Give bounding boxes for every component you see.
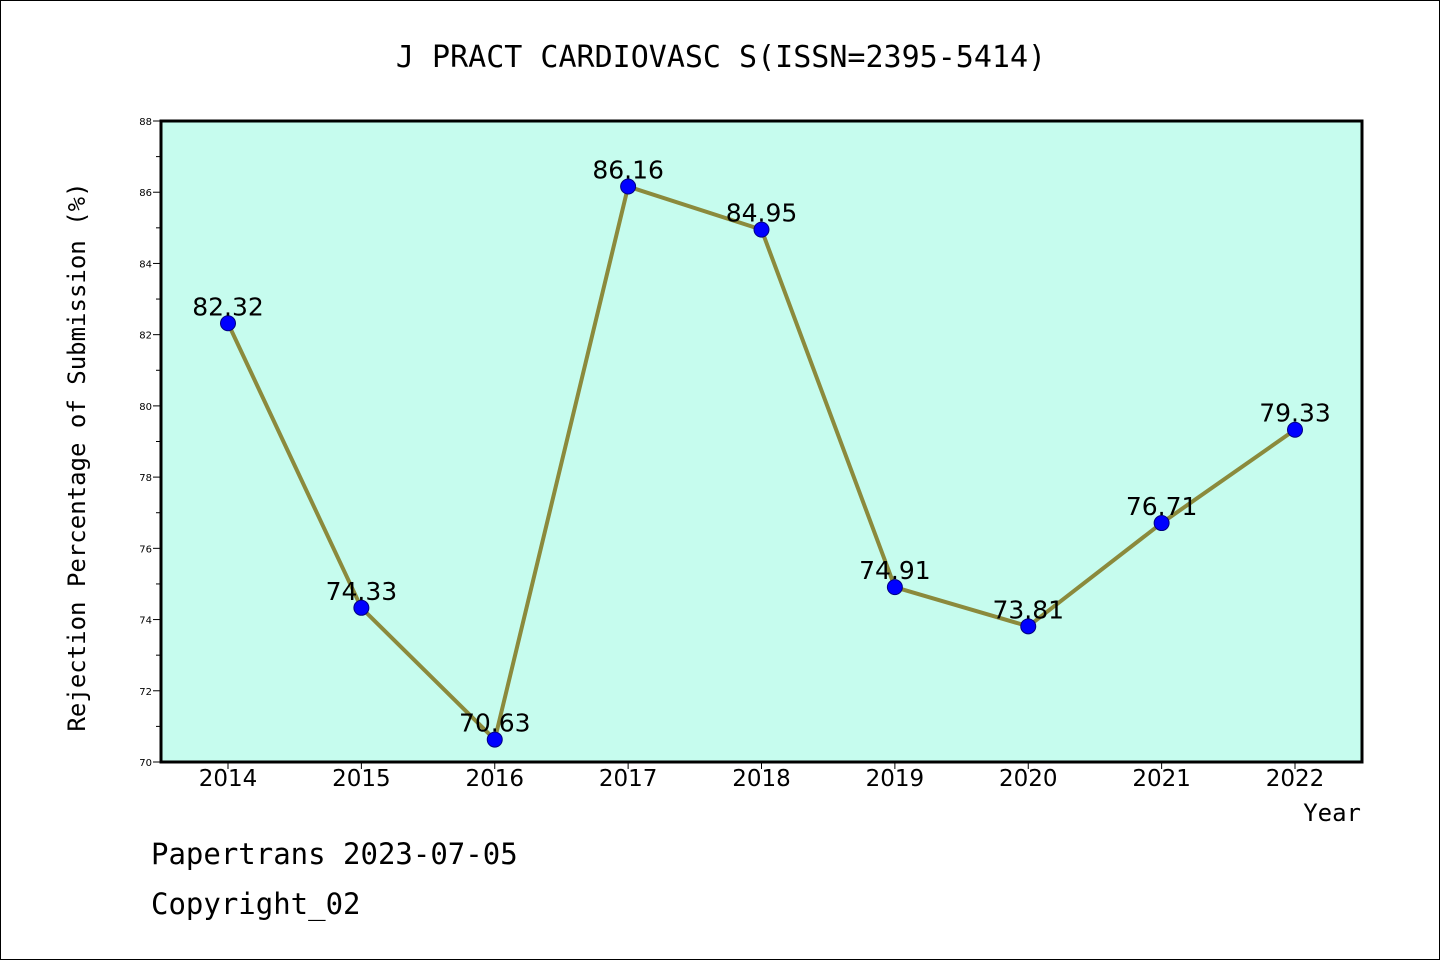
data-point	[486, 731, 503, 748]
x-tick-label: 2015	[332, 766, 391, 792]
x-tick-label: 2017	[599, 766, 658, 792]
y-tick-label: 84	[139, 259, 152, 270]
data-label: 86.16	[592, 156, 664, 185]
y-tick-label: 76	[139, 544, 152, 555]
data-point	[1287, 421, 1303, 438]
y-tick-label: 72	[139, 687, 152, 698]
x-tick-label: 2020	[999, 766, 1058, 792]
data-point	[1020, 618, 1037, 635]
x-axis: 2014 2015 2016 2017 2018 2019 2020 2021 2022	[199, 762, 1325, 792]
data-point	[620, 178, 637, 195]
y-tick-label: 86	[139, 188, 152, 199]
y-tick-label: 80	[139, 402, 152, 413]
x-tick-label: 2019	[866, 766, 925, 792]
y-tick-label: 78	[139, 473, 152, 484]
data-label: 84.95	[726, 199, 798, 228]
data-point	[886, 579, 903, 596]
data-label: 70.63	[459, 709, 531, 738]
y-axis: 70 72 74 76 78 80 82 84 86 88	[139, 117, 161, 769]
footer-copyright: Copyright_02	[151, 887, 361, 921]
data-label: 74.33	[326, 577, 398, 606]
data-point	[220, 315, 236, 332]
data-label: 79.33	[1259, 399, 1331, 428]
data-label: 74.91	[859, 556, 931, 585]
x-tick-label: 2018	[732, 766, 791, 792]
x-tick-label: 2021	[1132, 766, 1191, 792]
y-tick-label: 82	[139, 331, 152, 342]
x-tick-label: 2022	[1266, 766, 1325, 792]
data-point	[753, 221, 770, 238]
data-label: 82.32	[192, 292, 264, 321]
x-tick-label: 2014	[199, 766, 258, 792]
footer-date-credit: Papertrans 2023-07-05	[151, 837, 518, 871]
y-axis-label: Rejection Percentage of Submission (%)	[63, 182, 91, 731]
y-tick-label: 70	[139, 758, 152, 769]
plot-border	[159, 119, 1364, 764]
x-tick-label: 2016	[465, 766, 524, 792]
y-tick-label: 74	[139, 616, 152, 627]
chart-title: J PRACT CARDIOVASC S(ISSN=2395-5414)	[396, 40, 1046, 75]
series-layer: 82.32 74.33 70.63 86.16 84.95 74.91 73.81 76.71…	[192, 156, 1331, 748]
data-point	[353, 599, 370, 616]
x-axis-label: Year	[1303, 799, 1361, 827]
data-label: 76.71	[1126, 492, 1198, 521]
data-point	[1153, 515, 1170, 532]
data-label: 73.81	[992, 595, 1064, 624]
y-tick-label: 88	[139, 117, 152, 128]
